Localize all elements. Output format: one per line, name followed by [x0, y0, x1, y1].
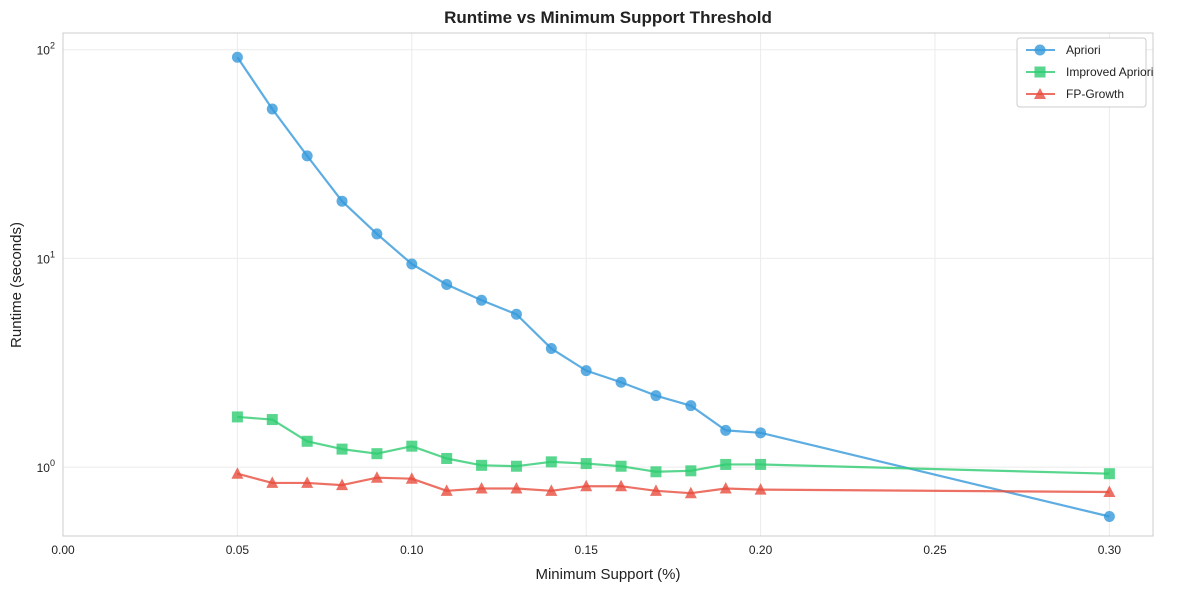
series-layer [231, 51, 1116, 523]
data-point-improved-apriori-0 [231, 411, 243, 423]
data-point-improved-apriori-12 [650, 466, 662, 478]
data-point-fp-growth-16 [1103, 485, 1116, 497]
data-point-improved-apriori-10 [580, 458, 592, 470]
data-point-apriori-13 [685, 400, 697, 412]
data-point-apriori-4 [371, 228, 383, 240]
data-point-improved-apriori-1 [266, 414, 278, 426]
data-point-fp-growth-11 [615, 479, 628, 492]
data-point-apriori-7 [476, 294, 488, 306]
data-point-apriori-16 [1103, 511, 1115, 523]
data-point-fp-growth-9 [545, 484, 558, 496]
legend-label-improved-apriori: Improved Apriori [1066, 65, 1153, 79]
data-point-apriori-6 [441, 278, 453, 290]
series-fp-growth [231, 467, 1116, 499]
data-point-apriori-15 [755, 427, 767, 439]
data-point-fp-growth-15 [754, 483, 767, 495]
data-point-fp-growth-12 [649, 484, 662, 496]
data-point-fp-growth-8 [510, 481, 523, 494]
data-point-apriori-11 [615, 376, 627, 388]
x-tick-label-4: 0.20 [749, 543, 773, 557]
data-point-apriori-12 [650, 390, 662, 402]
legend-item-fp-growth: FP-Growth [1026, 87, 1124, 101]
data-point-fp-growth-0 [231, 467, 244, 479]
data-point-fp-growth-4 [370, 471, 383, 483]
legend-box [1016, 37, 1147, 108]
data-point-improved-apriori-15 [755, 458, 767, 470]
data-point-fp-growth-7 [475, 481, 488, 494]
data-point-improved-apriori-6 [441, 452, 453, 464]
y-axis-label: Runtime (seconds) [8, 222, 25, 348]
data-point-apriori-0 [231, 51, 243, 63]
data-point-improved-apriori-8 [510, 460, 522, 472]
legend-item-apriori: Apriori [1026, 43, 1101, 57]
x-tick-label-6: 0.30 [1098, 543, 1122, 557]
x-tick-label-3: 0.15 [575, 543, 599, 557]
data-point-apriori-8 [510, 308, 522, 320]
data-point-improved-apriori-16 [1103, 468, 1115, 480]
data-point-fp-growth-5 [405, 472, 418, 484]
data-point-improved-apriori-13 [685, 465, 697, 477]
legend-label-apriori: Apriori [1066, 43, 1101, 57]
data-point-apriori-14 [720, 424, 732, 436]
data-point-apriori-3 [336, 195, 348, 207]
x-tick-label-1: 0.05 [226, 543, 250, 557]
data-point-fp-growth-14 [719, 481, 732, 494]
data-point-improved-apriori-7 [476, 459, 488, 471]
legend-item-improved-apriori: Improved Apriori [1026, 65, 1153, 79]
grid-lines [62, 33, 1153, 536]
data-point-fp-growth-2 [301, 476, 314, 488]
data-point-improved-apriori-5 [406, 440, 418, 452]
series-improved-apriori [231, 411, 1115, 480]
data-point-fp-growth-1 [266, 476, 279, 488]
legend-marker-apriori [1034, 44, 1046, 56]
legend-marker-improved-apriori [1034, 66, 1046, 78]
legend-marker-fp-growth [1034, 88, 1046, 99]
data-point-fp-growth-6 [440, 484, 453, 496]
data-point-apriori-2 [301, 150, 313, 162]
data-point-fp-growth-13 [684, 486, 697, 499]
x-tick-label-2: 0.10 [400, 543, 424, 557]
data-point-fp-growth-10 [580, 479, 593, 492]
data-point-improved-apriori-11 [615, 460, 627, 472]
data-point-improved-apriori-3 [336, 443, 348, 455]
data-point-improved-apriori-9 [545, 456, 557, 468]
data-point-apriori-10 [580, 365, 592, 377]
legend: Apriori Improved Apriori FP-Growth [1016, 37, 1153, 108]
data-point-fp-growth-3 [336, 478, 349, 491]
x-tick-label-5: 0.25 [923, 543, 947, 557]
data-point-improved-apriori-2 [301, 435, 313, 447]
chart-title: Runtime vs Minimum Support Threshold [444, 8, 772, 27]
data-point-apriori-1 [266, 103, 278, 115]
data-point-improved-apriori-4 [371, 448, 383, 460]
data-point-improved-apriori-14 [720, 458, 732, 470]
plot-frame [62, 32, 1154, 537]
x-axis-label: Minimum Support (%) [535, 566, 680, 583]
x-tick-label-0: 0.00 [51, 543, 75, 557]
data-point-apriori-5 [406, 258, 418, 270]
series-apriori [231, 51, 1115, 523]
data-point-apriori-9 [545, 343, 557, 355]
legend-label-fp-growth: FP-Growth [1066, 87, 1124, 101]
